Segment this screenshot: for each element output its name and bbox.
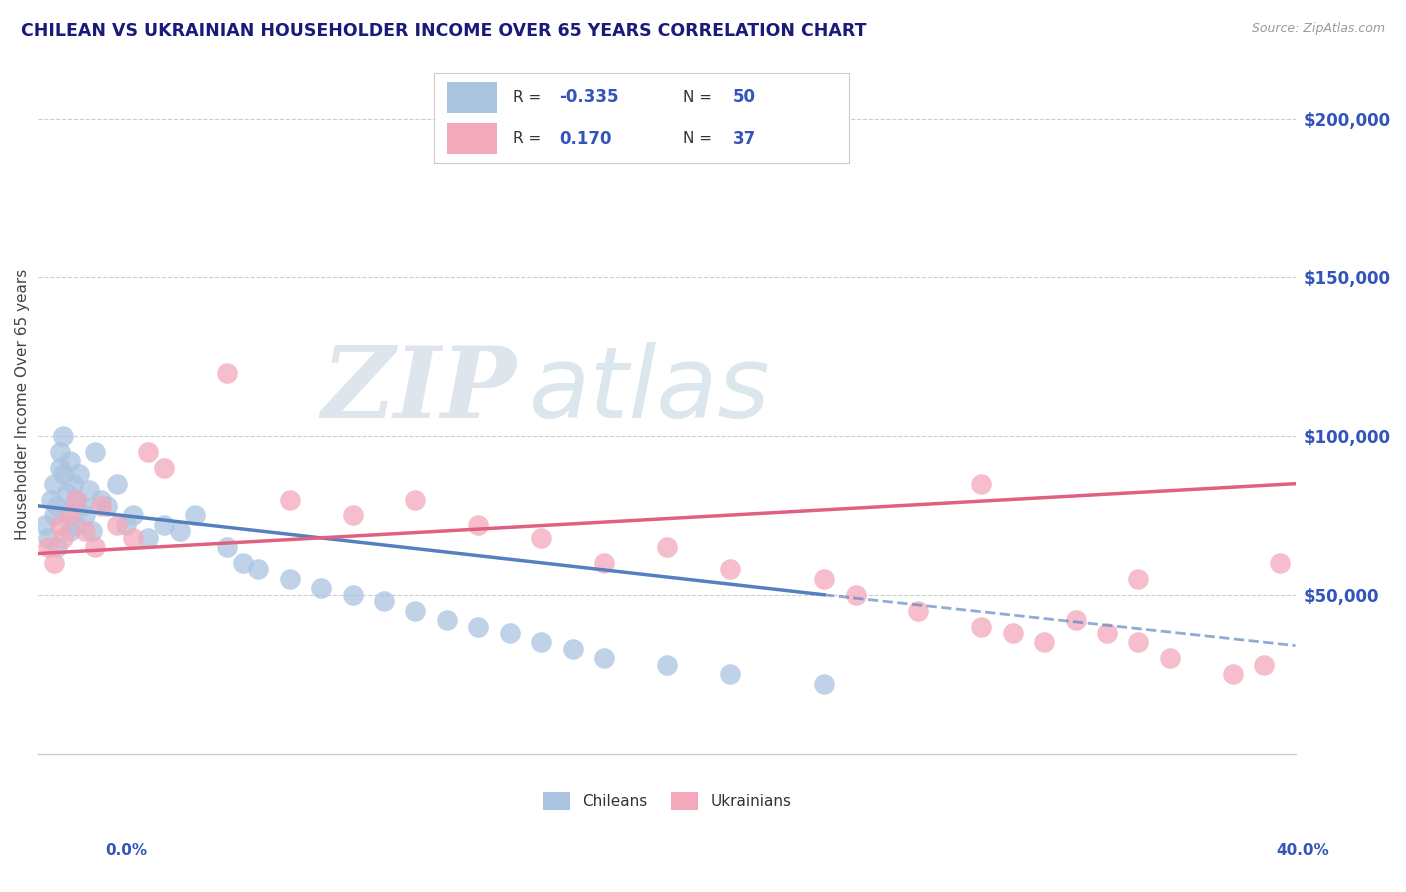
Point — [467, 619, 489, 633]
Point — [309, 582, 332, 596]
Point — [105, 476, 128, 491]
Point — [65, 518, 87, 533]
Point — [184, 508, 207, 523]
Point — [215, 540, 238, 554]
Point — [42, 476, 65, 491]
Point — [970, 476, 993, 491]
Point — [46, 540, 69, 554]
Point — [1253, 657, 1275, 672]
Point — [436, 613, 458, 627]
Point — [215, 366, 238, 380]
Point — [153, 518, 176, 533]
Point — [84, 445, 107, 459]
Point — [844, 588, 866, 602]
Point — [62, 476, 84, 491]
Text: ZIP: ZIP — [321, 343, 516, 439]
Point — [138, 531, 160, 545]
Point — [153, 460, 176, 475]
Point — [247, 562, 270, 576]
Point — [42, 508, 65, 523]
Point — [121, 508, 143, 523]
Legend: Chileans, Ukrainians: Chileans, Ukrainians — [537, 786, 797, 815]
Point — [59, 454, 82, 468]
Point — [59, 508, 82, 523]
Point — [37, 540, 59, 554]
Point — [342, 508, 364, 523]
Point — [52, 429, 75, 443]
Point — [1001, 626, 1024, 640]
Point — [1222, 667, 1244, 681]
Point — [77, 483, 100, 497]
Point — [42, 556, 65, 570]
Point — [59, 524, 82, 539]
Point — [1064, 613, 1087, 627]
Text: 0.0%: 0.0% — [105, 843, 148, 858]
Point — [105, 518, 128, 533]
Point — [46, 499, 69, 513]
Point — [49, 460, 72, 475]
Point — [232, 556, 254, 570]
Point — [718, 562, 741, 576]
Point — [1033, 635, 1056, 649]
Point — [405, 604, 427, 618]
Point — [72, 499, 94, 513]
Point — [1095, 626, 1118, 640]
Point — [65, 492, 87, 507]
Point — [373, 594, 395, 608]
Point — [405, 492, 427, 507]
Point — [80, 524, 103, 539]
Point — [593, 651, 616, 665]
Point — [1268, 556, 1291, 570]
Point — [65, 492, 87, 507]
Point — [55, 505, 77, 519]
Point — [67, 467, 90, 482]
Point — [970, 619, 993, 633]
Point — [530, 635, 553, 649]
Point — [96, 499, 118, 513]
Point — [49, 518, 72, 533]
Point — [121, 531, 143, 545]
Point — [49, 445, 72, 459]
Text: Source: ZipAtlas.com: Source: ZipAtlas.com — [1251, 22, 1385, 36]
Point — [1159, 651, 1181, 665]
Point — [1128, 572, 1150, 586]
Point — [1128, 635, 1150, 649]
Point — [342, 588, 364, 602]
Point — [813, 572, 835, 586]
Point — [75, 508, 97, 523]
Point — [90, 499, 112, 513]
Text: 40.0%: 40.0% — [1275, 843, 1329, 858]
Point — [115, 518, 138, 533]
Point — [75, 524, 97, 539]
Text: atlas: atlas — [529, 342, 770, 439]
Text: CHILEAN VS UKRAINIAN HOUSEHOLDER INCOME OVER 65 YEARS CORRELATION CHART: CHILEAN VS UKRAINIAN HOUSEHOLDER INCOME … — [21, 22, 866, 40]
Point — [467, 518, 489, 533]
Point — [655, 657, 678, 672]
Point — [655, 540, 678, 554]
Point — [561, 641, 583, 656]
Point — [52, 531, 75, 545]
Point — [169, 524, 191, 539]
Point — [718, 667, 741, 681]
Point — [813, 676, 835, 690]
Point — [278, 572, 301, 586]
Point — [52, 467, 75, 482]
Point — [499, 626, 522, 640]
Point — [138, 445, 160, 459]
Point — [278, 492, 301, 507]
Point — [84, 540, 107, 554]
Y-axis label: Householder Income Over 65 years: Householder Income Over 65 years — [15, 268, 30, 540]
Point — [530, 531, 553, 545]
Point — [907, 604, 929, 618]
Point — [55, 486, 77, 500]
Point — [90, 492, 112, 507]
Point — [39, 492, 62, 507]
Point — [34, 518, 56, 533]
Point — [593, 556, 616, 570]
Point — [37, 531, 59, 545]
